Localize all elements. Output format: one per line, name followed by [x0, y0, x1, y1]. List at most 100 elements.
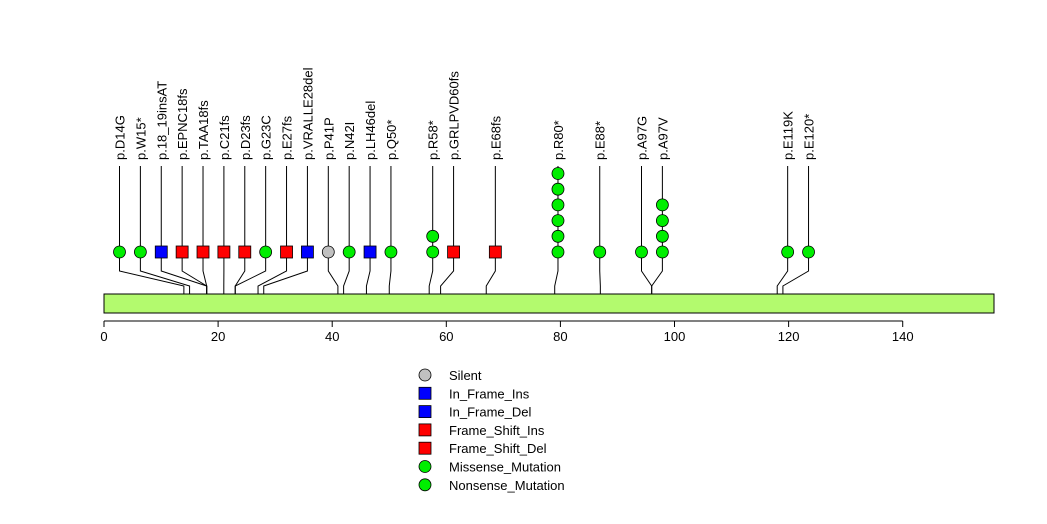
mutation-label-p-e88-: p.E88* [593, 121, 608, 160]
connector-p-e68fs [485, 166, 496, 294]
x-tick-label-20: 20 [211, 329, 225, 344]
mutation-label-p-r80-: p.R80* [551, 120, 566, 160]
marker-p-grlpvd60fs-1 [447, 245, 460, 259]
legend-marker-in-frame-del [418, 405, 432, 419]
marker-p-e68fs-1 [488, 245, 502, 259]
marker-p-n42i-1 [342, 245, 356, 259]
x-tick-label-80: 80 [553, 329, 567, 344]
mutation-labels: p.D14G p.W15* p.18_19insAT p.EPNC18fs p.TAA1… [113, 67, 817, 160]
x-tick-label-120: 120 [778, 329, 800, 344]
mutation-label-p-e27fs: p.E27fs [280, 115, 295, 160]
connector-p-e120- [782, 166, 810, 294]
legend: Silent In_Frame_Ins In_Frame_Del Frame_Shif… [418, 368, 565, 493]
mutation-label-p-18-19insat: p.18_19insAT [154, 81, 169, 160]
mutation-label-p-e68fs: p.E68fs [488, 115, 503, 160]
marker-p-lh46del-1 [363, 245, 377, 259]
marker-p-d14g-1 [113, 245, 126, 259]
mutation-label-p-a97g: p.A97G [635, 116, 650, 160]
x-tick-label-100: 100 [664, 329, 686, 344]
connector-p-d23fs [234, 166, 246, 294]
x-tick-label-140: 140 [892, 329, 914, 344]
marker-p-18-19insat-1 [154, 245, 168, 259]
x-tick-label-0: 0 [100, 329, 107, 344]
legend-label-in-frame-del: In_Frame_Del [449, 405, 531, 420]
connector-p-e88- [599, 166, 601, 294]
mutation-label-p-e120-: p.E120* [802, 114, 817, 160]
marker-p-w15--1 [133, 245, 147, 259]
marker-p-r80--2 [551, 229, 565, 243]
connector-p-e27fs [257, 166, 288, 294]
marker-p-vralle28del-1 [301, 245, 314, 259]
marker-p-d23fs-1 [238, 245, 252, 259]
marker-p-a97g-1 [635, 245, 648, 259]
marker-p-r80--5 [551, 182, 565, 196]
marker-p-r58--2 [426, 229, 440, 243]
marker-p-r80--4 [551, 198, 565, 212]
connector-p-p41p [327, 166, 339, 294]
mutation-label-p-r58-: p.R58* [426, 120, 441, 160]
marker-p-e119k-1 [781, 245, 795, 259]
marker-p-p41p-1 [321, 245, 335, 259]
legend-marker-missense-mutation [418, 460, 432, 473]
connector-p-q50- [388, 166, 392, 294]
legend-marker-nonsense-mutation [418, 478, 432, 492]
mutation-label-p-q50-: p.Q50* [384, 120, 399, 160]
legend-label-frame-shift-del: Frame_Shift_Del [449, 441, 547, 456]
legend-label-in-frame-ins: In_Frame_Ins [449, 386, 530, 401]
legend-marker-frame-shift-del [418, 441, 432, 455]
legend-marker-frame-shift-ins [418, 423, 432, 437]
marker-p-g23c-1 [259, 245, 273, 259]
marker-p-r80--1 [551, 245, 565, 259]
connector-p-w15- [139, 166, 191, 294]
mutation-label-p-vralle28del: p.VRALLE28del [300, 67, 315, 160]
legend-label-missense-mutation: Missense_Mutation [449, 460, 561, 475]
marker-p-e27fs-1 [280, 245, 293, 259]
marker-p-a97v-3 [655, 214, 669, 228]
marker-p-c21fs-1 [217, 245, 231, 259]
connector-p-taa18fs [202, 166, 208, 294]
connector-p-a97v [651, 166, 663, 294]
marker-p-r80--3 [551, 214, 565, 228]
legend-label-silent: Silent [449, 368, 482, 383]
mutation-label-p-g23c: p.G23C [259, 115, 274, 160]
marker-p-e88--1 [593, 245, 607, 259]
mutation-label-p-p41p: p.P41P [321, 117, 336, 160]
mutation-label-p-e119k: p.E119K [781, 111, 796, 160]
mutation-label-p-c21fs: p.C21fs [217, 115, 232, 160]
connector-p-lh46del [365, 166, 371, 294]
connector-p-n42i [343, 166, 350, 294]
connector-p-r58- [428, 166, 434, 294]
marker-p-a97v-2 [655, 229, 669, 243]
mutation-label-p-taa18fs: p.TAA18fs [196, 100, 211, 160]
mutation-label-p-d14g: p.D14G [113, 115, 128, 160]
connector-p-grlpvd60fs [440, 166, 455, 294]
marker-p-r80--6 [551, 167, 565, 180]
connector-p-g23c [234, 166, 267, 294]
legend-label-frame-shift-ins: Frame_Shift_Ins [449, 423, 545, 438]
protein-domain-bar [103, 293, 995, 314]
marker-p-q50--1 [384, 245, 398, 259]
connector-p-18-19insat [160, 166, 208, 294]
connector-p-a97g [641, 166, 653, 294]
marker-p-e120--1 [802, 245, 815, 259]
marker-p-taa18fs-1 [196, 245, 210, 259]
mutation-label-p-lh46del: p.LH46del [363, 101, 378, 160]
x-tick-label-60: 60 [439, 329, 453, 344]
legend-marker-in-frame-ins [418, 386, 432, 400]
marker-p-r58--1 [426, 245, 440, 259]
mutation-label-p-epnc18fs: p.EPNC18fs [175, 88, 190, 160]
mutation-label-p-n42i: p.N42I [342, 122, 357, 160]
mutation-label-p-d23fs: p.D23fs [238, 115, 253, 160]
connector-p-vralle28del [263, 166, 308, 294]
legend-label-nonsense-mutation: Nonsense_Mutation [449, 478, 565, 493]
x-axis: 0 20 40 60 80 100 120 140 [100, 320, 914, 344]
marker-p-epnc18fs-1 [175, 245, 189, 259]
connector-lines [119, 166, 810, 294]
mutation-label-p-grlpvd60fs: p.GRLPVD60fs [447, 71, 462, 160]
mutation-label-p-a97v: p.A97V [655, 117, 670, 160]
x-tick-label-40: 40 [325, 329, 339, 344]
connector-p-d14g [119, 166, 185, 294]
mutation-markers [113, 167, 815, 259]
legend-marker-silent [418, 368, 432, 382]
